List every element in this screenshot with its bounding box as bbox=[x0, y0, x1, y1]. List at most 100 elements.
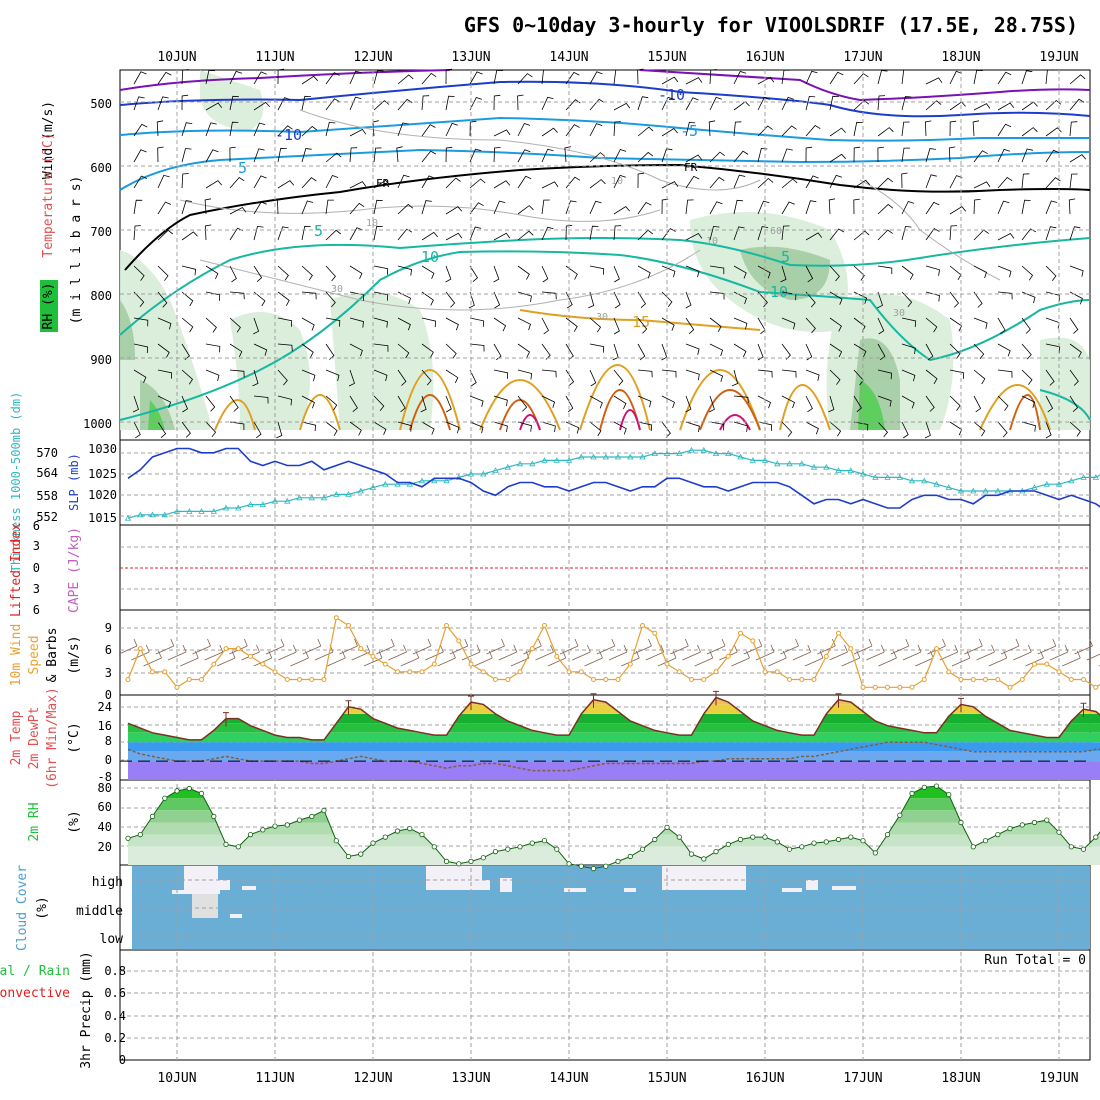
wind-barb bbox=[565, 291, 573, 309]
wind-barb bbox=[1069, 317, 1079, 334]
temp-band bbox=[128, 761, 1100, 780]
wind-barb bbox=[589, 123, 603, 137]
cloud-block bbox=[172, 890, 220, 894]
cloud-level-middle: middle bbox=[76, 904, 123, 919]
wind-barb bbox=[613, 369, 624, 386]
wind-barb bbox=[685, 232, 703, 241]
wind-barb bbox=[685, 97, 699, 111]
wind-barb bbox=[973, 317, 988, 329]
wind-barb bbox=[469, 148, 482, 163]
wind-barb bbox=[325, 291, 336, 308]
wind-barb bbox=[829, 317, 842, 332]
precip-tick: 0.4 bbox=[104, 1009, 126, 1023]
rh-point bbox=[713, 848, 719, 855]
wind-barb bbox=[157, 229, 174, 241]
wind-barb bbox=[229, 121, 239, 137]
wind-barb bbox=[565, 265, 578, 280]
rh-tick: 20 bbox=[98, 840, 112, 854]
thickness-point bbox=[639, 453, 646, 460]
date-label-bottom: 15JUN bbox=[647, 1071, 686, 1086]
wind-barb bbox=[661, 228, 676, 241]
slp-tick: 1025 bbox=[88, 467, 117, 481]
thickness-point bbox=[406, 480, 413, 487]
wind-barb bbox=[613, 149, 627, 163]
rh-point bbox=[358, 851, 364, 857]
wind-barb bbox=[901, 201, 915, 215]
ylabel-2m-temp: 2m Temp bbox=[9, 710, 24, 765]
rh-point bbox=[333, 838, 339, 844]
wind-barb bbox=[709, 343, 724, 357]
wind-barb bbox=[373, 317, 388, 328]
wind10m-point bbox=[1032, 661, 1037, 667]
cloud-block bbox=[426, 866, 482, 890]
wind10m-barb bbox=[866, 644, 885, 661]
wind-barb bbox=[925, 174, 937, 189]
wind-barb bbox=[541, 291, 557, 300]
wind-barb bbox=[997, 176, 1013, 189]
precip-tick: 0.8 bbox=[104, 964, 126, 978]
isotherm-20 bbox=[409, 389, 1041, 431]
wind-barb bbox=[973, 199, 981, 215]
rh-point bbox=[725, 841, 731, 848]
wind-barb bbox=[301, 95, 311, 111]
wind-tick: 0 bbox=[105, 688, 112, 702]
ylabel-minmax: (6hr Min/Max) bbox=[45, 687, 60, 789]
wind-barb bbox=[661, 127, 679, 137]
wind10m-point bbox=[652, 630, 658, 636]
cloud-level-low: low bbox=[100, 932, 124, 947]
wind-barb bbox=[973, 69, 983, 85]
wind10m-barb bbox=[572, 644, 591, 661]
wind-barb bbox=[613, 317, 620, 335]
wind-barb bbox=[781, 178, 798, 189]
wind-barb bbox=[829, 265, 840, 282]
wind-barb bbox=[1069, 395, 1079, 413]
wind-barb bbox=[612, 343, 619, 361]
rh-point bbox=[1080, 846, 1087, 852]
wind-barb bbox=[397, 421, 412, 432]
wind-barb bbox=[973, 103, 991, 111]
wind-barb bbox=[277, 147, 287, 163]
wind-barb bbox=[661, 265, 676, 278]
wind10m-barb bbox=[682, 644, 701, 661]
wind-barb bbox=[517, 265, 530, 280]
pressure-tick: 1000 bbox=[83, 417, 112, 431]
rh-point bbox=[345, 853, 352, 860]
wind-barb bbox=[828, 198, 836, 215]
wind-barb bbox=[373, 369, 388, 382]
wind-barb bbox=[877, 395, 892, 407]
rh-point bbox=[639, 846, 646, 852]
wind-barb bbox=[301, 75, 318, 85]
wind-barb bbox=[373, 265, 389, 275]
wind-barb bbox=[517, 291, 532, 303]
rh-point bbox=[750, 834, 756, 840]
wind-barb bbox=[1021, 369, 1033, 385]
wind10m-point bbox=[493, 677, 498, 682]
wind-barb bbox=[373, 199, 383, 215]
wind-barb bbox=[349, 96, 362, 111]
wind-barb bbox=[877, 177, 894, 189]
thickness-point bbox=[1055, 480, 1063, 487]
ylabel-rh-units: (%) bbox=[67, 810, 82, 833]
wind-barb bbox=[1069, 369, 1079, 386]
wind-barb bbox=[421, 317, 437, 328]
wind-barb bbox=[949, 206, 967, 215]
wind-barb bbox=[1069, 98, 1085, 111]
wind-barb bbox=[709, 421, 725, 431]
wind-barb bbox=[276, 421, 283, 439]
wind-barb bbox=[781, 125, 797, 137]
wind10m-point bbox=[235, 646, 241, 652]
li-tick: 0 bbox=[33, 561, 40, 575]
wind-barb bbox=[541, 148, 554, 163]
wind-barb bbox=[949, 343, 961, 359]
wind10m-barb bbox=[1086, 653, 1100, 661]
wind-barb bbox=[205, 421, 217, 438]
cloud-block bbox=[184, 866, 218, 890]
wind-barb bbox=[565, 343, 574, 361]
wind-barb bbox=[780, 265, 787, 283]
ylabel-thickness: Thickness 1000-500mb (dm) bbox=[9, 392, 23, 573]
contour-label: 5 bbox=[314, 222, 323, 240]
wind-barb bbox=[397, 343, 410, 359]
wind-barb bbox=[1021, 395, 1036, 408]
wind-barb bbox=[205, 343, 221, 353]
rh-point bbox=[554, 846, 560, 852]
